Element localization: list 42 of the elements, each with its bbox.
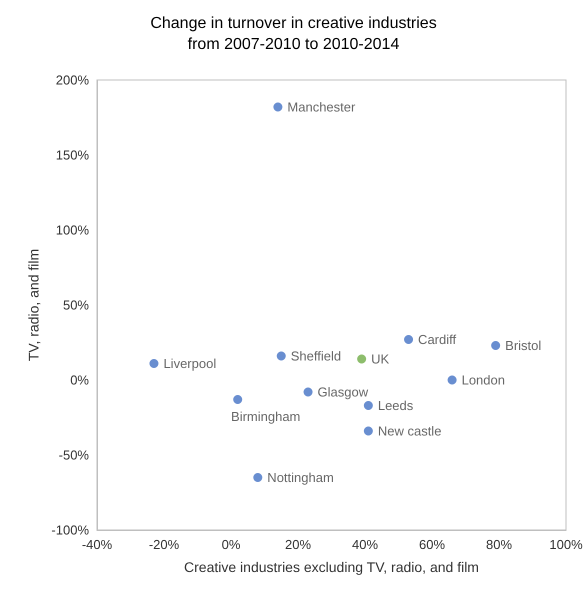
series-label: Manchester bbox=[287, 100, 356, 114]
y-tick-label: -50% bbox=[58, 448, 90, 462]
x-tick-label: 100% bbox=[549, 537, 584, 552]
series-label: London bbox=[462, 372, 505, 388]
y-tick-label: 200% bbox=[56, 72, 90, 88]
x-tick-label: 0% bbox=[222, 537, 241, 552]
point bbox=[404, 335, 414, 344]
series-label: Cardiff bbox=[418, 332, 456, 347]
series-label: New castle bbox=[378, 424, 442, 438]
series-label: UK bbox=[371, 352, 390, 366]
y-tick-label: 50% bbox=[62, 298, 90, 312]
series-label: Bristol bbox=[505, 338, 542, 353]
y-axis-title: TV, radio, and film bbox=[26, 248, 42, 362]
point bbox=[357, 354, 366, 364]
x-tick-label: -20% bbox=[148, 537, 180, 552]
point bbox=[304, 388, 313, 396]
point bbox=[233, 395, 242, 404]
x-axis-title: Creative industries excluding TV, radio, and film bbox=[184, 559, 479, 575]
series-label: Sheffield bbox=[290, 348, 342, 364]
point bbox=[364, 426, 373, 436]
y-tick-label: 150% bbox=[56, 148, 90, 162]
y-tick-label: 0% bbox=[70, 372, 90, 388]
x-tick-label: -40% bbox=[82, 537, 113, 552]
point bbox=[273, 102, 282, 112]
series-label: Birmingham bbox=[231, 409, 300, 424]
point bbox=[149, 359, 158, 368]
chart-title: Change in turnover in creative industries from 2007-2010 to 2010-2014 bbox=[150, 15, 437, 53]
x-tick-label: 40% bbox=[352, 537, 378, 552]
x-tick-label: 80% bbox=[486, 537, 512, 552]
y-tick-label: -100% bbox=[51, 522, 90, 538]
point bbox=[364, 401, 373, 410]
series-label: Liverpool bbox=[163, 356, 216, 371]
series-label: Leeds bbox=[378, 398, 414, 413]
x-tick-label: 20% bbox=[284, 537, 312, 552]
point bbox=[253, 473, 262, 482]
point bbox=[491, 341, 500, 350]
point bbox=[276, 352, 286, 360]
point bbox=[448, 376, 457, 384]
x-tick-label: 60% bbox=[418, 537, 446, 552]
series-label: Glasgow bbox=[318, 384, 369, 400]
y-tick-label: 100% bbox=[56, 222, 90, 238]
series-label: Nottingham bbox=[267, 470, 334, 485]
